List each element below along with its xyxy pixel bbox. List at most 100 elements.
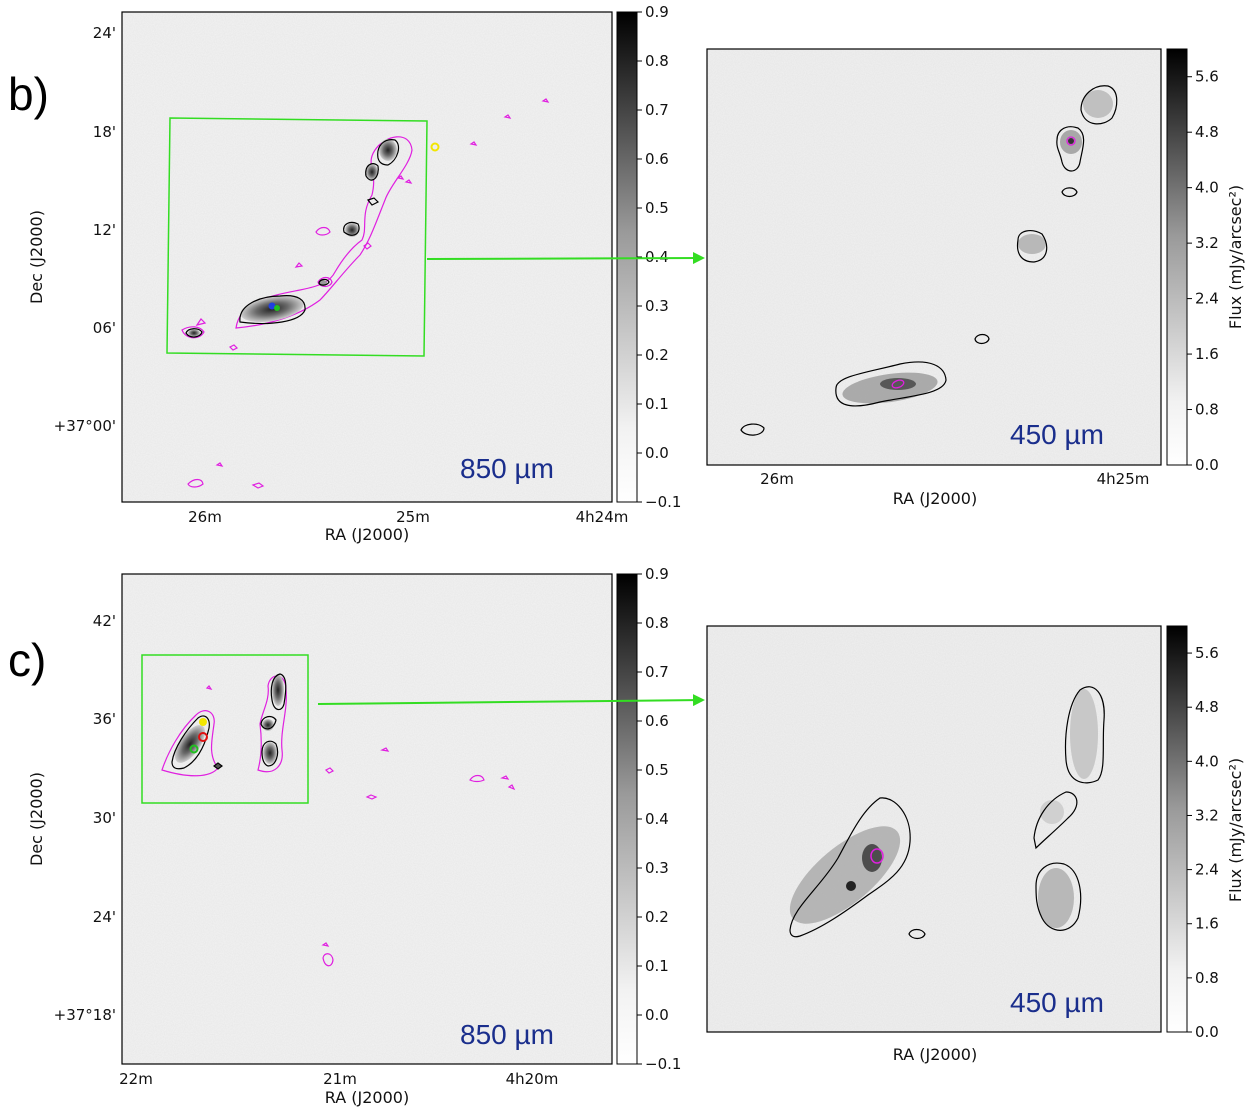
y-tick: +37°18'	[54, 1006, 116, 1024]
black-contours	[171, 673, 287, 770]
zoom-arrow-c	[317, 694, 705, 707]
y-axis-label: Dec (J2000)	[27, 210, 46, 304]
band-label-b-850: 850 µm	[460, 453, 554, 484]
colorbar-tick-label: 0.8	[645, 52, 669, 70]
panel-b-450-axes: 26m 4h25m RA (J2000) Flux (mJy/arcsec²)	[760, 185, 1245, 508]
panel-c-850-axes: 22m 21m 4h20m RA (J2000) 42' 36' 30' 24'…	[27, 612, 558, 1107]
colorbar-tick-label: 0.2	[645, 346, 669, 364]
colorbar-gradient	[616, 11, 638, 503]
zoom-arrow-b	[426, 252, 705, 265]
x-tick: 26m	[760, 470, 794, 488]
colorbar-tick-label: 0.7	[645, 101, 669, 119]
colorbar-gradient	[1166, 48, 1188, 466]
y-tick: 24'	[93, 908, 116, 926]
magenta-contours	[161, 675, 516, 967]
panel-b-850-axes: 26m 25m 4h24m RA (J2000) 24' 18' 12' 06'…	[27, 24, 628, 544]
y-tick: 30'	[93, 809, 116, 827]
colorbar-tick-label: −0.1	[645, 493, 681, 511]
colorbar-tick-label: 5.6	[1195, 68, 1219, 86]
panel-label-c: c)	[8, 634, 46, 686]
x-tick: 25m	[396, 508, 430, 526]
colorbar-tick-label: 0.3	[645, 859, 669, 877]
colorbar-tick-label: 4.0	[1195, 752, 1219, 770]
colorbar-tick-label: 5.6	[1195, 644, 1219, 662]
colorbar-tick-label: 0.0	[1195, 456, 1219, 474]
x-tick: 26m	[188, 508, 222, 526]
colorbar-tick-label: 2.4	[1195, 290, 1219, 308]
y-tick: 42'	[93, 612, 116, 630]
colorbar-tick-label: 0.1	[645, 957, 669, 975]
panel-c-450-map: 450 µm	[706, 625, 1162, 1033]
x-tick: 4h25m	[1097, 470, 1150, 488]
colorbar-tick-label: 0.2	[645, 908, 669, 926]
panel-b-450-map: 450 µm	[706, 48, 1162, 466]
emission-features	[174, 674, 284, 768]
y-tick: 18'	[93, 123, 116, 141]
colorbar-b-850: 0.9 0.8 0.7 0.6 0.5 0.4 0.3 0.2 0.1 0.0 −0.1	[616, 3, 681, 511]
marker-yellow	[430, 142, 440, 152]
colorbar-tick-label: 0.4	[645, 810, 669, 828]
y-tick: 06'	[93, 319, 116, 337]
panel-c-450-axes: RA (J2000) Flux (mJy/arcsec²)	[893, 758, 1245, 1064]
colorbar-tick-label: 4.8	[1195, 123, 1219, 141]
y-tick: +37°00'	[54, 417, 116, 435]
colorbar-tick-label: 0.9	[645, 565, 669, 583]
colorbar-tick-label: 3.2	[1195, 806, 1219, 824]
colorbar-tick-label: 4.0	[1195, 179, 1219, 197]
band-label-c-850: 850 µm	[460, 1019, 554, 1050]
x-axis-label: RA (J2000)	[893, 489, 977, 508]
colorbar-tick-label: 0.5	[645, 199, 669, 217]
colorbar-gradient	[1166, 625, 1188, 1033]
panel-label-b: b)	[8, 68, 49, 120]
colorbar-tick-label: 0.9	[645, 3, 669, 21]
y-tick: 12'	[93, 221, 116, 239]
colorbar-tick-label: 1.6	[1195, 345, 1219, 363]
colorbar-tick-label: 0.0	[645, 1006, 669, 1024]
colorbar-tick-label: 0.6	[645, 150, 669, 168]
colorbar-label: Flux (mJy/arcsec²)	[1226, 758, 1245, 902]
colorbar-tick-label: −0.1	[645, 1055, 681, 1073]
colorbar-c-850: 0.9 0.8 0.7 0.6 0.5 0.4 0.3 0.2 0.1 0.0 −0.1	[616, 565, 681, 1073]
colorbar-c-450: 5.6 4.8 4.0 3.2 2.4 1.6 0.8 0.0	[1166, 625, 1219, 1041]
panel-b-850-map: 850 µm	[121, 11, 613, 503]
marker-green	[274, 305, 280, 311]
colorbar-tick-label: 0.0	[645, 444, 669, 462]
y-tick: 36'	[93, 710, 116, 728]
marker-red	[198, 732, 208, 742]
colorbar-tick-label: 0.8	[1195, 401, 1219, 419]
colorbar-tick-label: 0.8	[1195, 969, 1219, 987]
x-axis-label: RA (J2000)	[893, 1045, 977, 1064]
colorbar-tick-label: 2.4	[1195, 861, 1219, 879]
colorbar-tick-label: 0.4	[645, 248, 669, 266]
colorbar-tick-label: 0.6	[645, 712, 669, 730]
x-axis-label: RA (J2000)	[325, 1088, 409, 1107]
colorbar-tick-label: 0.7	[645, 663, 669, 681]
zoom-box-c	[141, 654, 309, 804]
colorbar-tick-label: 3.2	[1195, 234, 1219, 252]
panel-c-850-map: 850 µm	[121, 573, 613, 1065]
colorbar-tick-label: 1.6	[1195, 915, 1219, 933]
colorbar-b-450: 5.6 4.8 4.0 3.2 2.4 1.6 0.8 0.0	[1166, 48, 1219, 474]
band-label-b-450: 450 µm	[1010, 419, 1104, 450]
y-axis-label: Dec (J2000)	[27, 772, 46, 866]
x-tick: 4h20m	[506, 1070, 559, 1088]
zoom-box-b	[166, 117, 428, 357]
y-tick: 24'	[93, 24, 116, 42]
colorbar-label: Flux (mJy/arcsec²)	[1226, 185, 1245, 329]
black-contours	[185, 139, 400, 338]
marker-yellow	[199, 718, 207, 726]
colorbar-tick-label: 0.0	[1195, 1023, 1219, 1041]
band-label-c-450: 450 µm	[1010, 987, 1104, 1018]
black-contours	[740, 85, 1118, 436]
x-tick: 22m	[119, 1070, 153, 1088]
x-tick: 4h24m	[576, 508, 629, 526]
colorbar-tick-label: 0.1	[645, 395, 669, 413]
marker-green	[189, 744, 199, 754]
colorbar-tick-label: 0.8	[645, 614, 669, 632]
colorbar-gradient	[616, 573, 638, 1065]
x-tick: 21m	[323, 1070, 357, 1088]
colorbar-tick-label: 4.8	[1195, 698, 1219, 716]
colorbar-tick-label: 0.3	[645, 297, 669, 315]
marker-blue	[268, 302, 276, 310]
